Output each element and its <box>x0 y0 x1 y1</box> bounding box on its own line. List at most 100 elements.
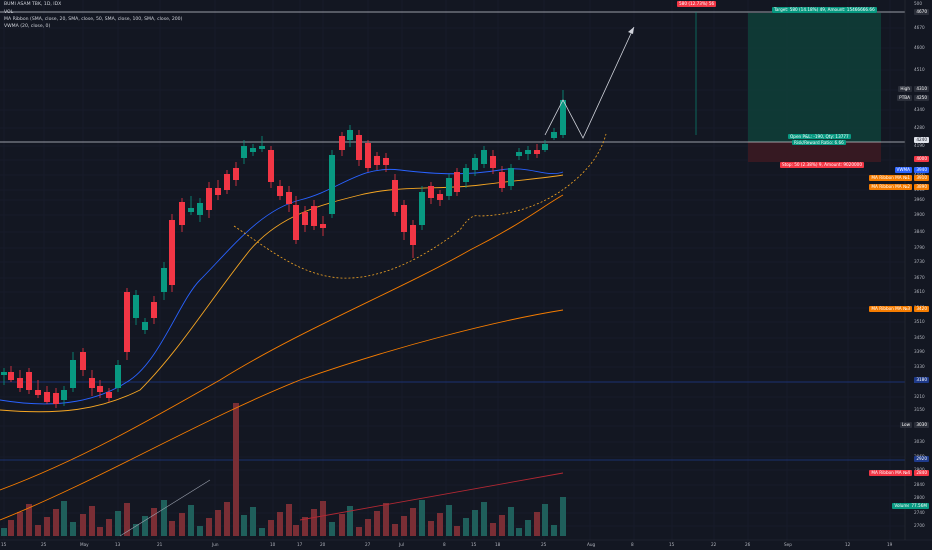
vwma-legend[interactable]: VWMA (20, close, 0) <box>4 24 51 29</box>
price-tick: 2740 <box>914 510 925 515</box>
candle-body <box>151 302 157 318</box>
time-tick: May <box>80 542 89 547</box>
volume-bar <box>124 503 130 536</box>
volume-bar <box>70 522 76 536</box>
volume-bar <box>106 519 112 536</box>
price-axis-top: 500 <box>914 1 922 6</box>
ma-ribbon-1 <box>0 174 564 413</box>
price-tick: 4670 <box>914 25 925 30</box>
candle-body <box>419 192 425 225</box>
volume-bar <box>44 517 50 536</box>
volume-bar <box>179 513 185 536</box>
volume-bar <box>499 515 505 536</box>
open-pnl-label[interactable]: Open P&L: -190, Qty: 13777 <box>788 134 851 139</box>
candle-body <box>401 205 407 232</box>
volume-bar <box>224 502 230 536</box>
candle-body <box>472 158 478 170</box>
ma-ribbon-2 <box>0 309 564 521</box>
time-tick: 22 <box>711 542 717 547</box>
candle-body <box>97 386 103 392</box>
price-tag: MA Ribbon MA №1 <box>869 175 912 181</box>
stop-label[interactable]: Stop: 50 (2.38%) 9, Amount: 9020000 <box>780 162 864 168</box>
price-tag: 3890 <box>914 184 929 190</box>
vwma-line <box>0 168 564 405</box>
candlesticks[interactable] <box>1 90 566 408</box>
price-tag: MA Ribbon MA №4 <box>869 470 912 476</box>
volume-bar <box>1 528 7 536</box>
volume-bar <box>286 504 292 536</box>
volume-bar <box>347 506 353 536</box>
target-label[interactable]: Target: 580 (14.18%) 49, Amount: 1546666… <box>772 7 877 13</box>
candle-body <box>428 186 434 198</box>
candle-body <box>410 225 416 245</box>
ma-ribbon-4 <box>299 472 564 521</box>
volume-bar <box>356 527 362 536</box>
vol-label: VOL <box>4 10 14 15</box>
drawings[interactable] <box>233 26 635 279</box>
volume-bar <box>169 521 175 536</box>
price-tick: 3150 <box>914 407 925 412</box>
volume-bar <box>525 520 531 536</box>
rr-label[interactable]: Risk/Reward Ratio: 6.66 <box>792 140 846 145</box>
volume-bar <box>89 506 95 536</box>
grid-lines <box>0 0 905 540</box>
candle-body <box>89 378 95 388</box>
candle-body <box>490 156 496 168</box>
ma-ribbon-legend[interactable]: MA Ribbon (SMA, close, 20, SMA, close, 5… <box>4 17 183 22</box>
candle-body <box>53 393 59 404</box>
volume-bar <box>428 521 434 536</box>
candle-body <box>197 203 203 215</box>
volume-bar <box>401 516 407 536</box>
volume-bar <box>542 504 548 536</box>
volume-bar <box>437 513 443 536</box>
candle-body <box>1 372 7 375</box>
volume-bar <box>268 520 274 536</box>
volume-bar <box>259 528 265 536</box>
price-tick: 3330 <box>914 364 925 369</box>
price-tag: MA Ribbon MA №2 <box>869 184 912 190</box>
top-red-label[interactable]: 580 (12.73%) 56 <box>677 1 717 7</box>
volume-bar <box>215 510 221 536</box>
candle-body <box>551 132 557 138</box>
candle-body <box>61 390 67 400</box>
candle-body <box>133 295 139 318</box>
time-tick: 15 <box>1 542 7 547</box>
projection-arrowhead <box>628 27 634 34</box>
volume-bar <box>410 508 416 536</box>
candle-body <box>560 100 566 135</box>
time-tick: 13 <box>115 542 121 547</box>
candle-body <box>365 143 371 168</box>
volume-bar <box>188 505 194 536</box>
candle-body <box>374 156 380 165</box>
price-tag: 4000 <box>914 156 929 162</box>
volume-bar <box>53 509 59 536</box>
price-tag: 3420 <box>914 306 929 312</box>
price-tick: 3610 <box>914 289 925 294</box>
price-tag: 4250 <box>914 95 929 101</box>
volume-bar <box>97 527 103 536</box>
time-tick: 17 <box>297 542 303 547</box>
price-tag: 77.56M <box>909 503 929 509</box>
volume-bar <box>133 524 139 536</box>
candle-body <box>392 180 398 212</box>
volume-bar <box>320 501 326 536</box>
candle-body <box>70 360 76 388</box>
candle-body <box>499 172 505 188</box>
candle-body <box>454 172 460 192</box>
price-tag: 3180 <box>914 377 929 383</box>
volume-bar <box>365 519 371 536</box>
time-tick: 27 <box>365 542 371 547</box>
volume-bar <box>302 517 308 536</box>
volume-bar <box>161 500 167 536</box>
candle-body <box>169 220 175 285</box>
symbol-title: BUMI ASAM TBK, 1D, IDX <box>4 2 62 7</box>
price-tag: High <box>898 86 912 92</box>
candle-body <box>106 392 112 398</box>
volume-bar <box>560 497 566 536</box>
volume-bar <box>233 403 239 536</box>
candle-body <box>259 146 265 149</box>
candle-body <box>293 205 299 240</box>
volume-bar <box>446 505 452 536</box>
price-tag: 3910 <box>914 175 929 181</box>
